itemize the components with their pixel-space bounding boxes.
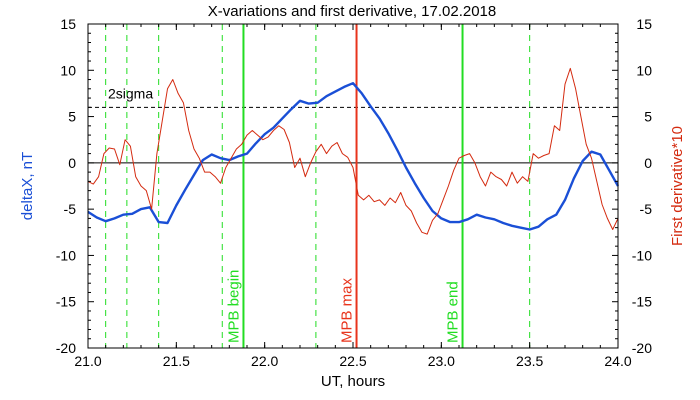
x-axis-label: UT, hours [321, 373, 385, 390]
x-tick-label-1: 21.5 [163, 353, 190, 369]
x-tick-label-0: 21.0 [74, 353, 101, 369]
y-tick-label-right-4: 0 [644, 155, 652, 171]
y-tick-label-right-7: 15 [636, 16, 652, 32]
derivative-line [87, 67, 619, 235]
y-axis-label-right: First derivative*10 [669, 126, 686, 246]
y-tick-label-left-7: 15 [60, 16, 76, 32]
x-tick-label-4: 23.0 [428, 353, 455, 369]
y-tick-label-left-6: 10 [60, 62, 76, 78]
plot-frame [87, 23, 619, 349]
mpb-label-0: MPB begin [225, 270, 242, 343]
mpb-label-1: MPB max [339, 277, 356, 343]
x-tick-label-5: 23.5 [516, 353, 543, 369]
mpb-label-2: MPB end [445, 281, 462, 343]
x-tick-label-6: 24.0 [604, 353, 631, 369]
threshold-label: 2sigma [108, 85, 153, 101]
y-tick-label-left-1: -15 [56, 294, 76, 310]
y-tick-label-right-6: 10 [636, 62, 652, 78]
axes: 21.0 21.5 22.0 22.5 23.0 23.5 24.0-20-15-10-50… [56, 16, 652, 369]
y-tick-label-right-2: -10 [632, 247, 652, 263]
deltax-line [87, 81, 620, 231]
y-tick-label-right-1: -15 [632, 294, 652, 310]
y-tick-label-left-2: -10 [56, 247, 76, 263]
x-tick-label-3: 22.5 [339, 353, 366, 369]
y-tick-label-right-3: -5 [640, 201, 653, 217]
reference-lines: 2sigma MPB begin MPB max MPB end [88, 24, 618, 348]
chart-title: X-variations and first derivative, 17.02… [208, 3, 497, 20]
data-series [87, 67, 620, 235]
y-tick-label-left-0: -20 [56, 340, 76, 356]
y-axis-label-left: deltaX, nT [19, 152, 36, 220]
y-tick-label-left-4: 0 [68, 155, 76, 171]
y-tick-label-left-5: 5 [68, 109, 76, 125]
y-tick-label-left-3: -5 [64, 201, 77, 217]
y-tick-label-right-5: 5 [644, 109, 652, 125]
x-tick-label-2: 22.0 [251, 353, 278, 369]
y-tick-label-right-0: -20 [632, 340, 652, 356]
